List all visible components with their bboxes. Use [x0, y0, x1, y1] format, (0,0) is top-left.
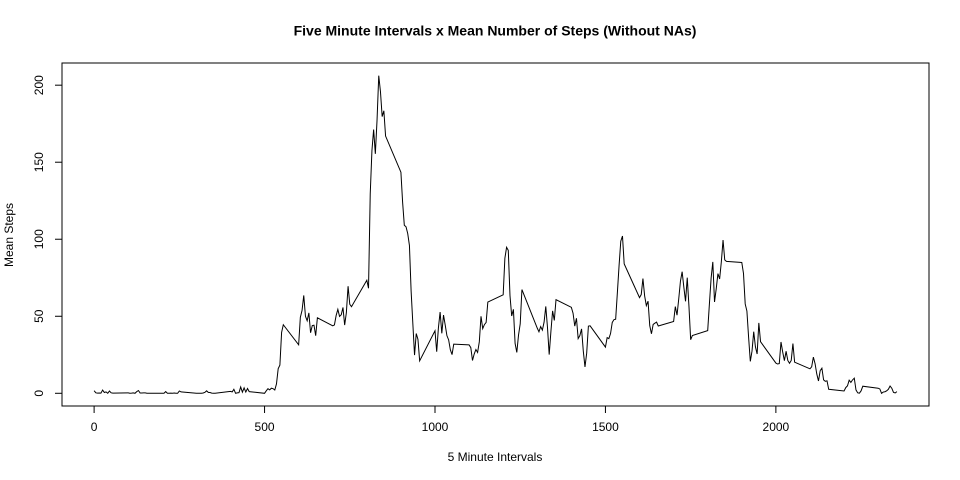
chart-title: Five Minute Intervals x Mean Number of S… — [294, 23, 697, 39]
y-tick-label: 100 — [32, 229, 46, 249]
data-line — [93, 75, 898, 395]
y-tick-label: 0 — [32, 390, 46, 397]
y-tick-label: 200 — [32, 75, 46, 95]
y-axis-label: Mean Steps — [2, 203, 16, 267]
plot-frame — [61, 62, 930, 407]
x-tick-label: 1000 — [422, 420, 449, 434]
x-tick-label: 0 — [91, 420, 98, 434]
x-axis-label: 5 Minute Intervals — [448, 450, 543, 464]
x-tick-label: 2000 — [763, 420, 790, 434]
y-tick-label: 150 — [32, 152, 46, 172]
y-tick-label: 50 — [32, 309, 46, 323]
x-tick-label: 500 — [255, 420, 275, 434]
x-tick-label: 1500 — [592, 420, 619, 434]
